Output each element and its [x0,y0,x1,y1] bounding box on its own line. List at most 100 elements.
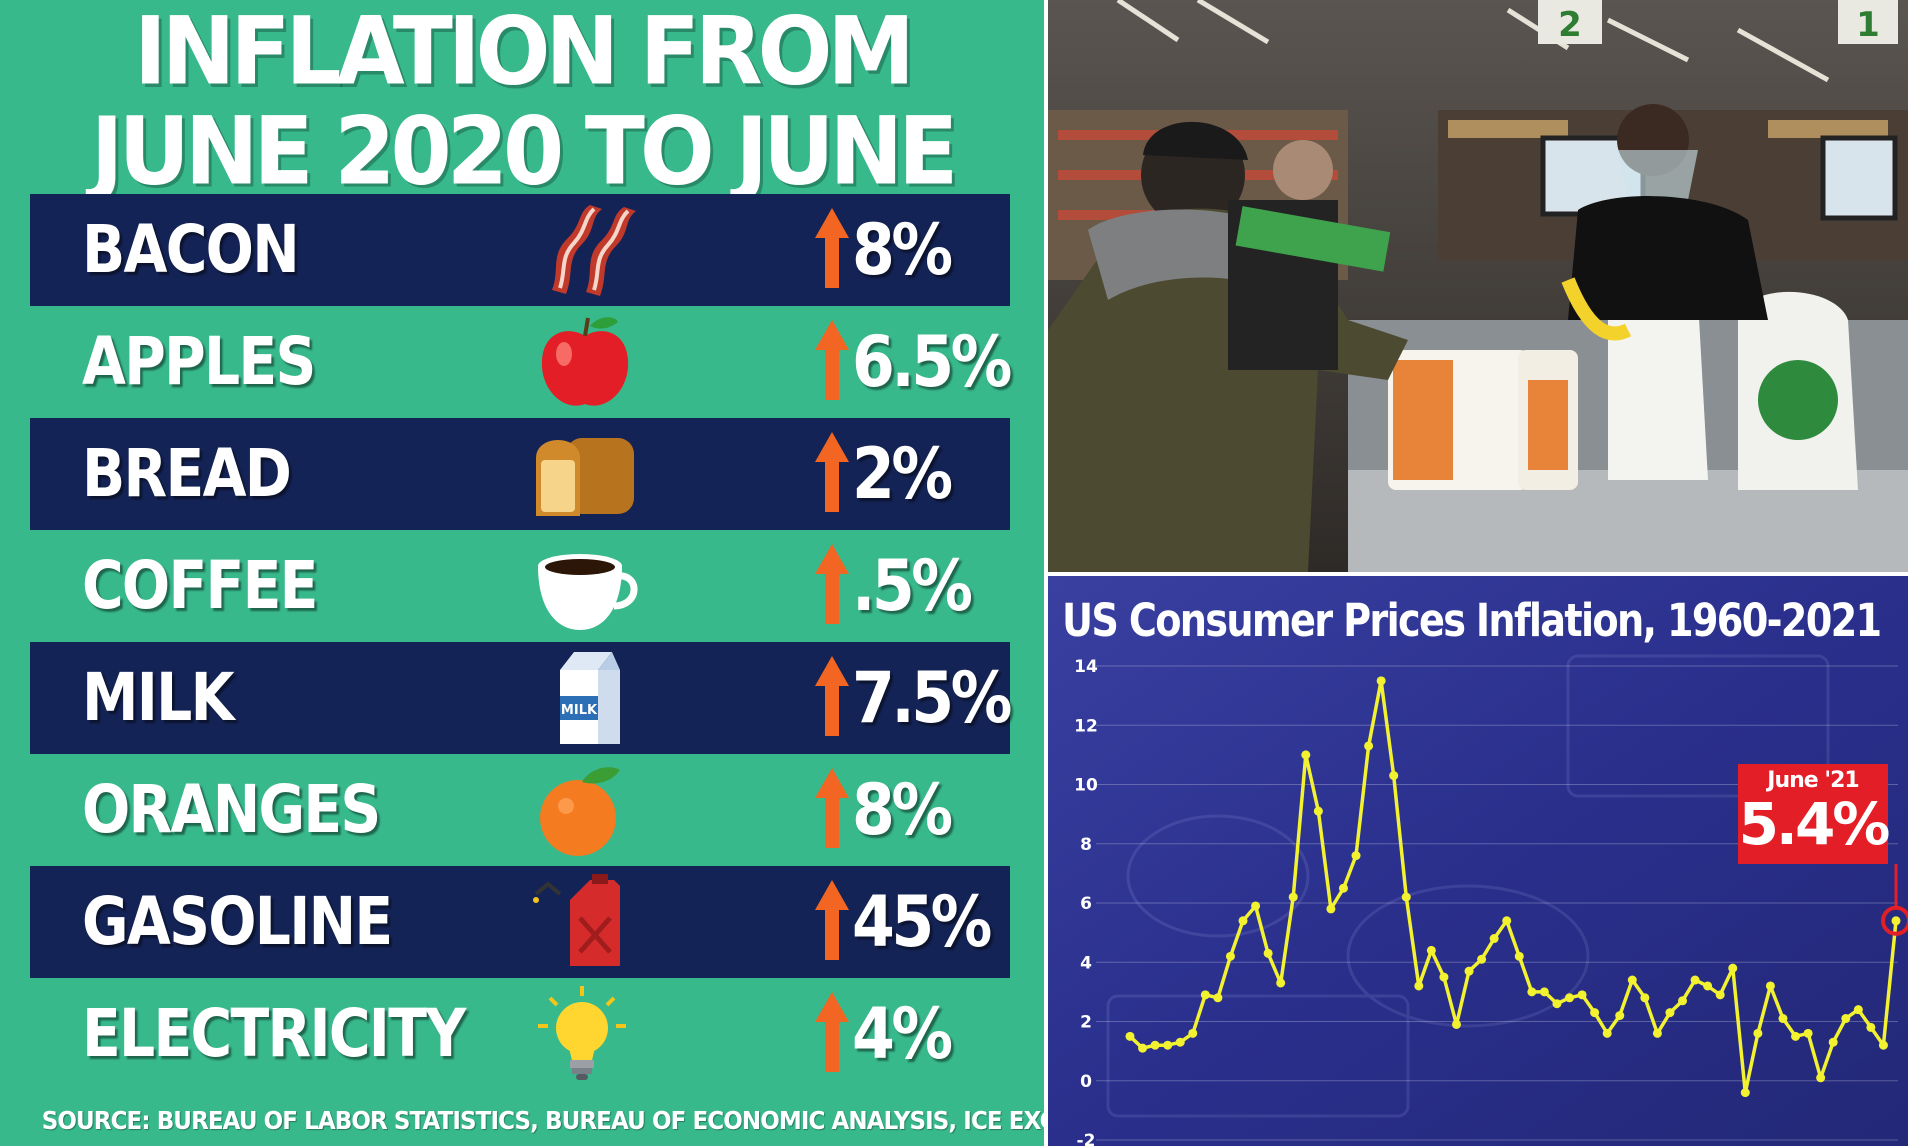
data-point [1627,975,1637,985]
data-point [1301,750,1311,760]
item-label: MILK [82,659,235,736]
data-point [1791,1031,1801,1041]
y-tick-label: 2 [1080,1013,1092,1033]
up-arrow-icon [815,432,849,512]
data-point [1866,1022,1876,1032]
inflation-series-line [1128,679,1898,1095]
data-point [1816,1073,1826,1083]
light-bulb-icon [538,986,626,1080]
y-tick-label: 12 [1074,716,1098,736]
data-point [1439,972,1449,982]
up-arrow-icon [815,768,849,848]
item-row-apples: APPLES 6.5% [30,306,1012,418]
item-label: APPLES [82,323,316,400]
data-point [1841,1014,1851,1024]
up-arrow-icon [815,208,849,288]
source-note: SOURCE: BUREAU OF LABOR STATISTICS, BURE… [41,1106,1044,1135]
item-row-gasoline: GASOLINE 45% [30,866,1010,978]
data-point [1891,916,1901,926]
up-arrow-icon [815,544,849,624]
data-point [1753,1028,1763,1038]
data-point [1552,999,1562,1009]
item-row-bread: BREAD 2% [30,418,1010,530]
callout-value: 5.4% [1738,790,1891,858]
data-point [1778,1014,1788,1024]
data-point [1803,1028,1813,1038]
data-point [1426,945,1436,955]
y-tick-label: 0 [1080,1072,1092,1092]
data-point [1489,934,1499,944]
y-tick-label: 14 [1074,657,1098,677]
item-row-electricity: ELECTRICITY 4% [30,978,1010,1090]
data-point [1703,981,1713,991]
data-point [1200,990,1210,1000]
item-row-bacon: BACON 8% [30,194,1010,306]
data-point [1690,975,1700,985]
y-tick-label: 10 [1074,776,1098,796]
up-arrow-icon [815,656,849,736]
data-point [1590,1008,1600,1018]
gas-can-icon [533,874,620,966]
data-point [1828,1037,1838,1047]
data-point [1565,993,1575,1003]
data-point [1728,963,1738,973]
aisle-sign-1: 1 [1856,5,1880,45]
data-point [1389,771,1399,781]
data-point [1502,916,1512,926]
up-arrow-icon [815,880,849,960]
orange-icon [540,767,620,856]
data-point [1175,1037,1185,1047]
item-value: 7.5% [852,657,1012,739]
coffee-cup-icon [538,554,638,630]
apple-icon [541,317,629,406]
y-tick-label: 4 [1080,953,1092,973]
bacon-icon [552,205,636,296]
milk-carton-icon: MILK [560,652,620,744]
item-value: 8% [852,209,953,291]
data-point [1401,892,1411,902]
data-point [1464,966,1474,976]
aisle-sign-2: 2 [1558,5,1582,45]
data-point [1514,951,1524,961]
chart-title: US Consumer Prices Inflation, 1960-2021 [1062,594,1882,647]
data-point [1238,916,1248,926]
highlight-ring [1881,905,1908,936]
infographic-title: INFLATION FROM JUNE 2020 TO JUNE 2021 [0,0,1044,301]
data-point [1338,883,1348,893]
item-row-milk: MILK MILK 7.5% [30,642,1012,754]
grocery-checkout-photo: 2 1 [1048,0,1908,572]
item-value: .5% [852,545,973,627]
checkout-scene-illustration: 2 1 [1048,0,1908,572]
item-label: GASOLINE [82,883,393,960]
data-point [1125,1031,1135,1041]
data-point [1213,993,1223,1003]
data-point [1451,1019,1461,1029]
inflation-line-chart: 14 12 10 8 6 4 2 0 -2 US Consumer Prices Inflati… [1048,576,1908,1146]
data-point [1602,1028,1612,1038]
latest-value-callout: June '21 5.4% [1738,764,1891,864]
data-point [1715,990,1725,1000]
item-row-oranges: ORANGES 8% [30,754,1010,866]
data-point [1225,951,1235,961]
data-point [1878,1040,1888,1050]
svg-text:MILK: MILK [561,703,598,718]
item-value: 45% [852,881,992,963]
title-line-1: INFLATION FROM [134,0,915,106]
item-label: ELECTRICITY [82,995,466,1072]
inflation-infographic: INFLATION FROM JUNE 2020 TO JUNE 2021 BA… [0,0,1044,1146]
item-value: 8% [852,769,953,851]
data-point [1414,981,1424,991]
data-point [1652,1028,1662,1038]
data-point [1376,676,1386,686]
data-point [1678,996,1688,1006]
data-point [1313,806,1323,816]
item-label: COFFEE [82,547,318,624]
data-point [1138,1043,1148,1053]
data-point [1326,904,1336,914]
item-value: 4% [852,993,953,1075]
data-point [1150,1040,1160,1050]
data-point [1188,1028,1198,1038]
data-point [1351,851,1361,861]
data-point [1251,901,1261,911]
data-point [1615,1011,1625,1021]
